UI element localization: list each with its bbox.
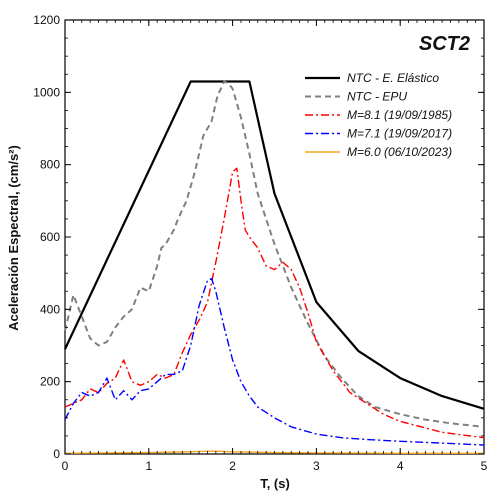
series-line-0	[64, 80, 485, 410]
x-tick-label: 2	[229, 459, 236, 473]
x-tick-label: 1	[145, 459, 152, 473]
y-axis-title: Aceleración Espectral, (cm/s²)	[6, 145, 21, 331]
chart-title: SCT2	[419, 33, 470, 55]
legend-label-3: M=7.1 (19/09/2017)	[347, 127, 452, 141]
legend-label-4: M=6.0 (06/10/2023)	[347, 145, 452, 159]
y-tick-label: 200	[40, 375, 60, 389]
x-tick-label: 4	[397, 459, 404, 473]
plot-area	[64, 19, 485, 455]
legend: NTC - E. Elástico NTC - EPU M=8.1 (19/09/1…	[305, 71, 452, 159]
y-tick-label: 800	[40, 158, 60, 172]
series-line-2	[64, 167, 485, 439]
y-tick-label: 1000	[33, 85, 60, 99]
x-tick-label: 5	[481, 459, 488, 473]
legend-label-1: NTC - EPU	[347, 90, 407, 104]
y-tick-label: 600	[40, 230, 60, 244]
plot-frame	[64, 19, 485, 455]
series-line-3	[64, 277, 485, 446]
legend-label-0: NTC - E. Elástico	[347, 71, 439, 85]
series-layer	[64, 80, 485, 454]
y-tick-label: 1200	[33, 13, 60, 27]
x-tick-label: 0	[62, 459, 69, 473]
x-tick-label: 3	[313, 459, 320, 473]
y-tick-label: 0	[53, 447, 60, 461]
x-axis-title: T, (s)	[260, 476, 290, 491]
legend-label-2: M=8.1 (19/09/1985)	[347, 108, 452, 122]
y-tick-label: 400	[40, 302, 60, 316]
axes-layer: 0 1 2 3 4 5 0 200 400 600 800 1000 1200	[33, 13, 487, 473]
series-line-1	[64, 80, 485, 428]
